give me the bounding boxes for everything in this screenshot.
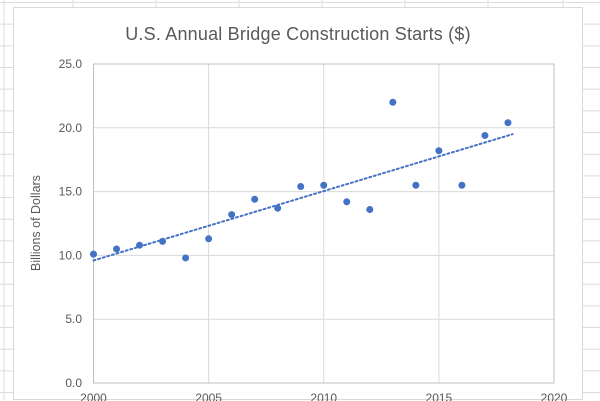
data-point[interactable] <box>205 235 213 243</box>
data-point[interactable] <box>297 182 305 190</box>
trendline[interactable] <box>92 133 514 262</box>
plot-area-border <box>93 63 555 384</box>
y-axis-tick-label: 20.0 <box>59 121 83 135</box>
data-point[interactable] <box>136 241 144 249</box>
data-point[interactable] <box>228 211 236 219</box>
x-axis-tick-label: 2015 <box>426 391 453 401</box>
data-point[interactable] <box>159 237 167 245</box>
data-point[interactable] <box>113 245 121 253</box>
data-point[interactable] <box>458 181 466 189</box>
y-axis-tick-label: 0.0 <box>65 376 82 390</box>
data-point[interactable] <box>182 254 190 262</box>
data-point[interactable] <box>90 250 97 258</box>
y-axis-tick-label: 10.0 <box>59 248 83 262</box>
data-point[interactable] <box>251 195 259 203</box>
y-axis-tick-label: 25.0 <box>59 57 83 71</box>
y-axis-tick-label: 5.0 <box>65 312 82 326</box>
data-point[interactable] <box>274 204 282 212</box>
data-point[interactable] <box>389 98 397 106</box>
data-point[interactable] <box>504 119 512 127</box>
y-axis-title[interactable]: Billions of Dollars <box>29 175 43 271</box>
scatter-plot[interactable]: 0.0 5.0 10.0 15.0 20.0 25.0 2000 2005 2010 2015 20… <box>14 8 584 401</box>
chart-object[interactable]: U.S. Annual Bridge Construction Starts (… <box>13 7 584 401</box>
x-axis-tick-label: 2005 <box>195 391 222 401</box>
data-point[interactable] <box>481 131 489 139</box>
chart-title[interactable]: U.S. Annual Bridge Construction Starts (… <box>125 24 471 44</box>
data-point[interactable] <box>412 181 420 189</box>
x-axis-tick-label: 2020 <box>541 391 568 401</box>
data-point[interactable] <box>320 181 328 189</box>
y-axis-tick-label: 15.0 <box>59 185 83 199</box>
data-point[interactable] <box>366 205 374 213</box>
x-axis-tick-label: 2010 <box>310 391 337 401</box>
x-axis-tick-label: 2000 <box>80 391 107 401</box>
data-point[interactable] <box>435 147 443 155</box>
data-point[interactable] <box>343 198 351 206</box>
